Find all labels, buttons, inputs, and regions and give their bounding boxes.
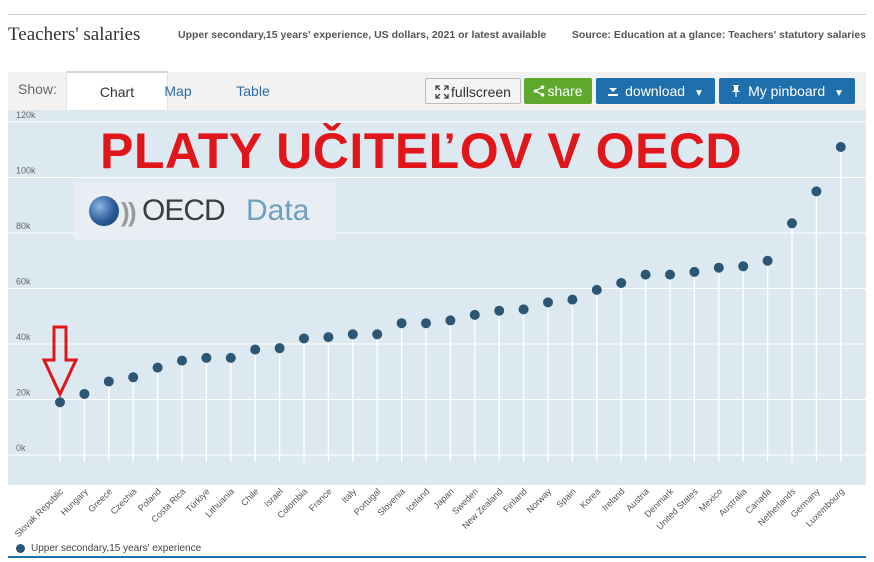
data-point: [494, 306, 504, 316]
data-point: [641, 270, 651, 280]
data-point: [250, 345, 260, 355]
logo-brand: OECD: [142, 194, 225, 228]
data-point: [787, 218, 797, 228]
chart-legend: Upper secondary,15 years' experience: [16, 543, 201, 554]
x-tick-label: Ireland: [600, 486, 627, 513]
x-tick-label: Slovak Republic: [13, 486, 66, 539]
x-tick-label: Spain: [554, 486, 577, 509]
data-point: [421, 318, 431, 328]
legend-label: Upper secondary,15 years' experience: [31, 543, 201, 554]
x-tick-label: Norway: [525, 486, 554, 515]
y-tick-label: 60k: [16, 277, 31, 287]
x-tick-label: Iceland: [404, 486, 432, 514]
data-point: [836, 142, 846, 152]
data-point: [592, 285, 602, 295]
data-point: [201, 353, 211, 363]
overlay-headline: PLATY UČITEĽOV V OECD: [100, 122, 742, 180]
data-point: [104, 376, 114, 386]
data-point: [811, 186, 821, 196]
data-point: [397, 318, 407, 328]
data-point: [153, 363, 163, 373]
y-tick-label: 100k: [16, 166, 36, 176]
y-tick-label: 120k: [16, 110, 36, 120]
data-point: [714, 263, 724, 273]
data-point: [128, 372, 138, 382]
data-point: [323, 332, 333, 342]
data-point: [372, 329, 382, 339]
data-point: [299, 333, 309, 343]
x-tick-label: Czechia: [109, 486, 139, 516]
data-point: [567, 295, 577, 305]
data-point: [519, 304, 529, 314]
data-point: [226, 353, 236, 363]
x-tick-label: Finland: [501, 486, 529, 514]
x-tick-label: France: [307, 486, 334, 513]
y-tick-label: 20k: [16, 388, 31, 398]
legend-marker: [16, 544, 25, 553]
data-point: [763, 256, 773, 266]
logo-word: Data: [246, 194, 309, 228]
data-point: [348, 329, 358, 339]
x-tick-label: Israel: [262, 486, 285, 509]
x-tick-label: Korea: [578, 486, 602, 510]
data-point: [665, 270, 675, 280]
data-point: [177, 356, 187, 366]
data-point: [616, 278, 626, 288]
data-point: [543, 297, 553, 307]
oecd-data-logo: ) ) OECD Data: [74, 183, 336, 240]
x-tick-label: Italy: [339, 486, 358, 505]
data-point: [79, 389, 89, 399]
x-tick-label: Hungary: [59, 486, 90, 517]
data-point: [470, 310, 480, 320]
y-tick-label: 40k: [16, 332, 31, 342]
data-point: [689, 267, 699, 277]
data-point: [275, 343, 285, 353]
x-tick-label: Chile: [239, 486, 261, 508]
bottom-rule: [8, 556, 866, 558]
globe-icon: [89, 196, 119, 226]
data-point: [738, 261, 748, 271]
y-tick-label: 80k: [16, 221, 31, 231]
data-point: [445, 315, 455, 325]
highlight-arrow-icon: [44, 327, 76, 394]
logo-chevron-icon: ): [128, 197, 137, 228]
y-tick-label: 0k: [16, 443, 26, 453]
data-point: [55, 397, 65, 407]
